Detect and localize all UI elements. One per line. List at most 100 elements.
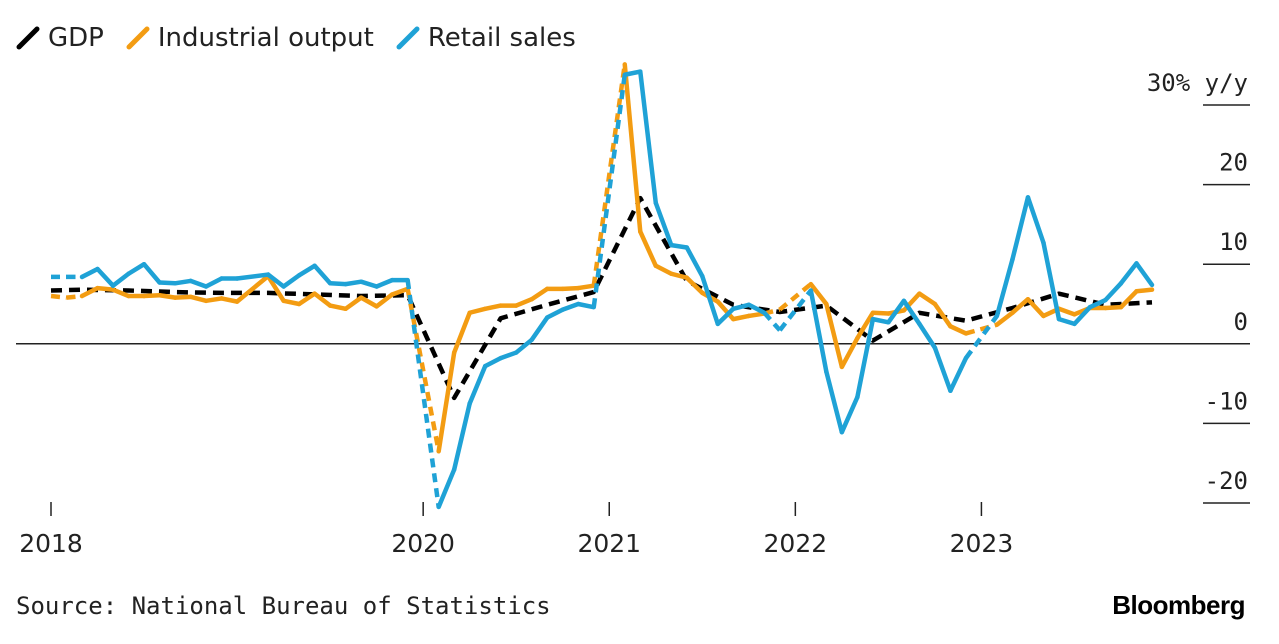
legend-label-gdp: GDP (48, 23, 104, 53)
x-tick-label: 2022 (764, 529, 828, 558)
series-segment-industrial-output (79, 285, 100, 299)
series-segment-industrial-output (870, 310, 891, 316)
series-segment-industrial-output (808, 281, 829, 307)
series-segment-retail-sales (95, 266, 116, 288)
series-segment-industrial-output (50, 293, 67, 300)
series-segment-industrial-output (824, 301, 845, 370)
series-segment-industrial-output (141, 292, 162, 299)
series-segment-industrial-output (234, 273, 271, 304)
series-segment-retail-sales (281, 273, 302, 289)
series-segment-retail-sales (591, 74, 627, 308)
series-segment-retail-sales (529, 315, 550, 343)
y-tick-label: 10 (1219, 228, 1248, 256)
series-segment-industrial-output (296, 291, 317, 307)
series-segment-retail-sales (188, 278, 209, 289)
series-segment-industrial-output (358, 295, 379, 309)
series-segment-industrial-output (265, 273, 286, 304)
x-axis: 2018 2020 2021 2022 2023 (19, 502, 1013, 558)
series-segment-retail-sales (513, 337, 534, 355)
x-tick-label: 2018 (19, 529, 83, 558)
series-segment-retail-sales (948, 355, 969, 394)
series-segment-industrial-output (436, 350, 457, 454)
y-tick-label: -20 (1205, 467, 1248, 495)
series-segment-retail-sales (358, 279, 379, 289)
x-tick-label: 2021 (577, 529, 641, 558)
series-segment-retail-sales (405, 279, 441, 508)
series-segment-retail-sales (1118, 261, 1139, 286)
series-segment-industrial-output (172, 294, 193, 300)
series-segment-retail-sales (157, 280, 178, 286)
y-axis-tick-labels: 30% y/y 20 10 0 -10 -20 (1147, 69, 1248, 495)
series-segment-retail-sales (1072, 304, 1093, 327)
series-segment-industrial-output (932, 301, 953, 329)
series-segment-retail-sales (731, 302, 752, 312)
series-segment-retail-sales (172, 278, 193, 286)
series-segment-retail-sales (498, 350, 519, 361)
series-segment-retail-sales (1087, 297, 1108, 310)
series-segment-industrial-output (669, 271, 690, 280)
series-segment-industrial-output (451, 310, 472, 355)
series-segment-retail-sales (451, 401, 472, 472)
legend-swatch-industrial-output (126, 26, 150, 50)
series-segment-industrial-output (343, 295, 364, 312)
series-segment-retail-sales (467, 363, 488, 406)
series-segment-industrial-output (389, 286, 410, 297)
legend-swatch-retail-sales (396, 26, 420, 50)
series-segment-retail-sales (932, 345, 953, 394)
x-tick-label: 2020 (391, 529, 455, 558)
series-segment-retail-sales (964, 314, 999, 360)
legend-label-retail-sales: Retail sales (427, 23, 576, 53)
series-segment-retail-sales (886, 298, 907, 325)
series-segment-retail-sales (839, 394, 860, 435)
series-segment-retail-sales (560, 301, 581, 312)
series-segment-retail-sales (762, 311, 782, 332)
series-segment-retail-sales (917, 321, 938, 351)
legend-label-industrial-output: Industrial output (157, 23, 374, 53)
series-segment-industrial-output (281, 298, 302, 307)
series-segment-retail-sales (110, 271, 131, 288)
legend-item-industrial-output: Industrial output (126, 23, 374, 53)
series-segment-industrial-output (638, 229, 659, 269)
series-segment-retail-sales (1134, 261, 1155, 288)
series-segment-industrial-output (839, 335, 860, 370)
series-segment-industrial-output (917, 291, 938, 307)
x-tick-label: 2023 (950, 529, 1014, 558)
series-segment-industrial-output (95, 285, 116, 292)
series-segment-retail-sales (808, 288, 829, 374)
series-segment-retail-sales (638, 69, 659, 206)
series-segment-industrial-output (110, 287, 131, 299)
series-segment-industrial-output (188, 294, 209, 304)
series-segment-industrial-output (855, 310, 876, 341)
series-segment-retail-sales (1010, 195, 1031, 262)
series-segment-retail-sales (575, 301, 596, 310)
brand-logo: Bloomberg (1112, 590, 1245, 620)
series-segment-retail-sales (994, 257, 1015, 319)
series-segment-retail-sales (700, 273, 721, 327)
series-segment-industrial-output (560, 285, 581, 292)
series-segment-industrial-output (66, 293, 83, 300)
series-segment-industrial-output (374, 292, 395, 309)
series-segment-industrial-output (778, 282, 813, 312)
series-segment-retail-sales (746, 302, 767, 316)
series-segment-retail-sales (622, 69, 643, 78)
series-segment-retail-sales (312, 263, 333, 286)
series-segment-industrial-output (948, 324, 969, 336)
series-segment-retail-sales (79, 266, 100, 280)
series-segment-industrial-output (731, 313, 752, 322)
series-segment-retail-sales (1025, 195, 1046, 245)
series-segment-industrial-output (622, 62, 643, 234)
series-segment-industrial-output (405, 288, 441, 452)
series-segment-retail-sales (126, 261, 147, 277)
source-note: Source: National Bureau of Statistics (16, 592, 551, 620)
y-tick-label: 20 (1219, 149, 1248, 177)
series-segment-industrial-output (591, 64, 627, 287)
series-segment-industrial-output (653, 263, 674, 277)
series-segment-industrial-output (1118, 289, 1139, 310)
series-segment-retail-sales (870, 316, 891, 325)
series-segment-retail-sales (684, 245, 705, 279)
y-tick-label: -10 (1205, 387, 1248, 415)
series-segment-retail-sales (203, 276, 224, 289)
y-tick-label: 30% y/y (1147, 69, 1248, 97)
series-segment-retail-sales (482, 355, 503, 369)
